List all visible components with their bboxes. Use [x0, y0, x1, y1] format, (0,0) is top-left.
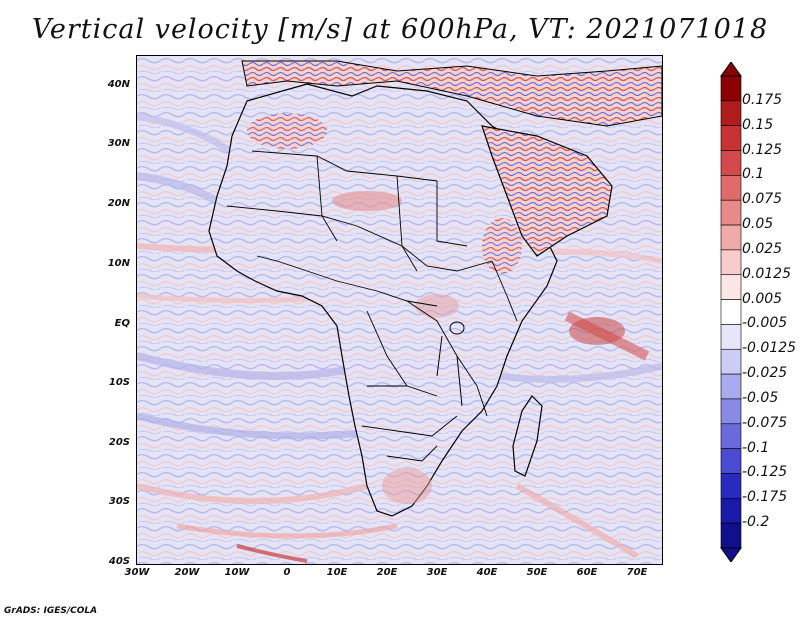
colorbar-label: 0.005 [742, 290, 783, 307]
lat-label: 40N [107, 79, 130, 90]
map-panel[interactable] [136, 55, 663, 565]
colorbar-label: -0.175 [742, 489, 788, 506]
colorbar-swatch [720, 522, 742, 549]
lon-label: 40E [476, 567, 498, 578]
colorbar-label: -0.1 [742, 439, 770, 456]
colorbar-swatch [720, 125, 742, 151]
lon-label: 10W [224, 567, 250, 578]
colorbar-label: -0.005 [742, 315, 788, 332]
colorbar-label: 0.175 [742, 91, 783, 108]
lat-label: 40S [108, 556, 130, 567]
lat-label: 20S [108, 437, 130, 448]
country-borders [226, 150, 518, 462]
lat-label: EQ [114, 318, 130, 329]
lon-label: 70E [626, 567, 648, 578]
lon-label: 20W [174, 567, 200, 578]
colorbar-label: -0.05 [742, 389, 779, 406]
colorbar-label: -0.0125 [742, 340, 797, 357]
colorbar-swatch [720, 299, 742, 325]
colorbar-label: 0.15 [742, 116, 774, 133]
lon-label: 30W [124, 567, 150, 578]
lon-label: 20E [376, 567, 398, 578]
madagascar [512, 395, 543, 477]
colorbar-label: 0.1 [742, 166, 765, 183]
lat-label: 10N [107, 258, 130, 269]
colorbar-swatch [720, 348, 742, 375]
colorbar-label: -0.2 [742, 514, 770, 531]
map-canvas [137, 56, 662, 564]
colorbar-swatch [720, 498, 742, 524]
lon-label: 50E [526, 567, 548, 578]
colorbar-swatch [720, 100, 742, 126]
lat-label: 30S [108, 496, 130, 507]
lat-label: 20N [107, 198, 130, 209]
colorbar-swatch [720, 423, 742, 449]
colorbar-min-arrow [720, 547, 742, 562]
colorbar-label: 0.0125 [742, 265, 791, 282]
colorbar-label: -0.075 [742, 414, 788, 431]
colorbar [720, 62, 742, 562]
lon-label: 60E [576, 567, 598, 578]
colorbar-swatch [720, 249, 742, 276]
lakes [436, 321, 465, 407]
colorbar-swatch [720, 224, 742, 251]
colorbar-swatch [720, 473, 742, 499]
colorbar-swatch [720, 398, 742, 425]
colorbar-swatch [720, 274, 742, 300]
colorbar-label: 0.025 [742, 240, 783, 257]
lon-label: 0 [283, 567, 291, 578]
lon-label: 30E [426, 567, 448, 578]
colorbar-swatch [720, 75, 742, 102]
lon-label: 10E [326, 567, 348, 578]
chart-title: Vertical velocity [m/s] at 600hPa, VT: 2… [31, 14, 769, 45]
colorbar-label: 0.05 [742, 216, 774, 233]
arabia-landmass [481, 125, 613, 257]
colorbar-swatch [720, 175, 742, 201]
colorbar-swatch [720, 150, 742, 176]
colorbar-swatch [720, 448, 742, 474]
colorbar-swatch [720, 373, 742, 400]
colorbar-swatch [720, 199, 742, 226]
updraft-hotspots [247, 113, 625, 504]
colorbar-swatch [720, 324, 742, 350]
colorbar-label: 0.125 [742, 141, 783, 158]
colorbar-max-arrow [720, 62, 742, 77]
north-landmass [241, 60, 662, 127]
colorbar-label: -0.125 [742, 464, 788, 481]
lat-label: 10S [108, 377, 130, 388]
lat-label: 30N [107, 138, 130, 149]
colorbar-label: -0.025 [742, 365, 788, 382]
credit-text: GrADS: IGES/COLA [4, 606, 98, 616]
colorbar-label: 0.075 [742, 191, 783, 208]
